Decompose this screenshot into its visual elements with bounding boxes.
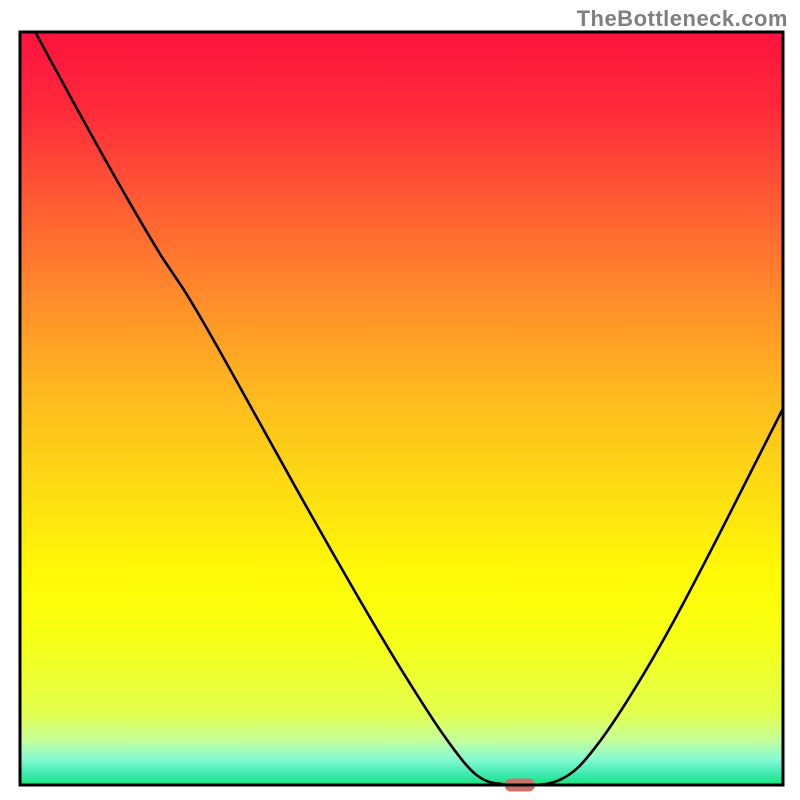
chart-canvas: TheBottleneck.com [0, 0, 800, 800]
bottleneck-curve-chart [0, 0, 800, 800]
